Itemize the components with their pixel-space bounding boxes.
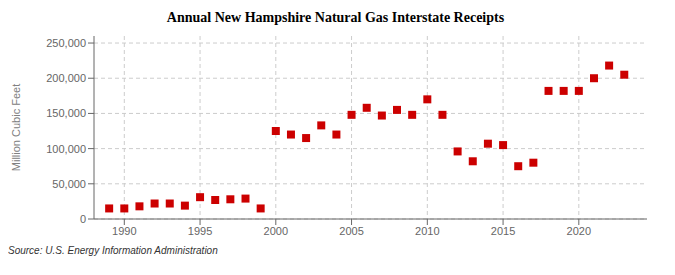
svg-text:200,000: 200,000	[46, 72, 86, 84]
svg-text:2015: 2015	[491, 225, 515, 237]
html-text:Annual New Hampshire Natural G: Annual New Hampshire Natural Gas Interst…	[166, 10, 505, 25]
svg-text:0: 0	[80, 213, 86, 225]
svg-text:250,000: 250,000	[46, 37, 86, 49]
svg-text:1995: 1995	[188, 225, 212, 237]
svg-text:Million Cubic Feet: Million Cubic Feet	[10, 84, 22, 171]
html-text:Source: U.S. Energy Informatio: Source: U.S. Energy Information Administ…	[8, 245, 218, 256]
svg-text:50,000: 50,000	[52, 178, 86, 190]
svg-text:2020: 2020	[567, 225, 591, 237]
svg-text:1990: 1990	[112, 225, 136, 237]
svg-text:2000: 2000	[264, 225, 288, 237]
svg-text:2005: 2005	[339, 225, 363, 237]
svg-text:100,000: 100,000	[46, 143, 86, 155]
svg-text:2010: 2010	[415, 225, 439, 237]
svg-text:150,000: 150,000	[46, 107, 86, 119]
